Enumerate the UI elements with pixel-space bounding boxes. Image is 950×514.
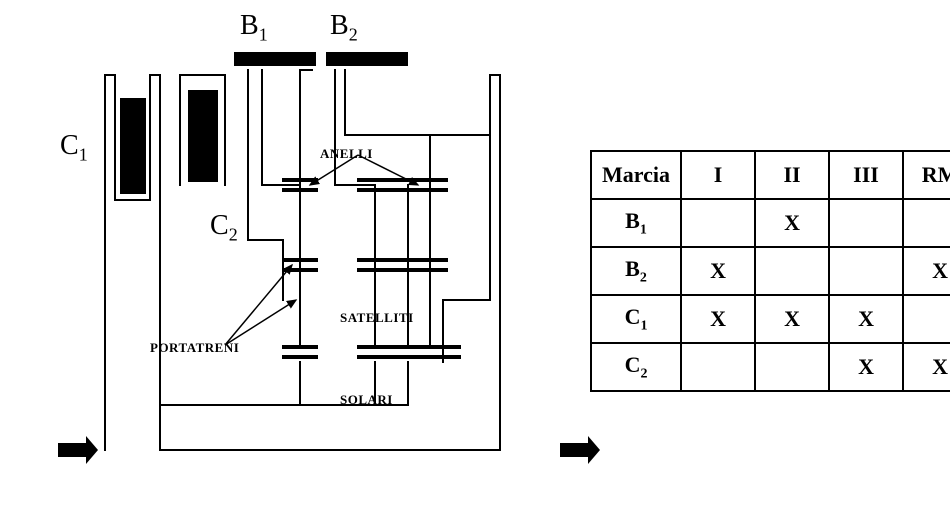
table-cell (755, 343, 829, 391)
label-anelli: ANELLI (320, 146, 373, 162)
row-label: C1 (591, 295, 681, 343)
table-row: B2XX (591, 247, 950, 295)
row-label: B1 (591, 199, 681, 247)
label-B2: B2 (330, 10, 358, 46)
label-satelliti: SATELLITI (340, 310, 414, 326)
col-RM: RM (903, 151, 950, 199)
table-cell (903, 199, 950, 247)
table-cell: X (829, 295, 903, 343)
stage: B1 B2 C1 C2 ANELLI SATELLITI SOLARI PORT… (0, 0, 950, 514)
label-portatreni: PORTATRENI (150, 340, 239, 356)
table-cell: X (681, 247, 755, 295)
table-cell: X (903, 343, 950, 391)
row-label: B2 (591, 247, 681, 295)
table-cell (681, 343, 755, 391)
label-C2: C2 (210, 210, 238, 246)
col-III: III (829, 151, 903, 199)
table-row: C2 XX (591, 343, 950, 391)
table-cell: X (755, 199, 829, 247)
col-marcia: Marcia (591, 151, 681, 199)
table-cell: X (681, 295, 755, 343)
table-cell (829, 199, 903, 247)
label-C1: C1 (60, 130, 88, 166)
gear-engagement-table: Marcia I II III RM B1XB2XXC1XXXC2XX (590, 150, 950, 392)
table-row: C1XXX (591, 295, 950, 343)
table-cell: X (829, 343, 903, 391)
col-I: I (681, 151, 755, 199)
table-cell (755, 247, 829, 295)
table-cell (681, 199, 755, 247)
table-header-row: Marcia I II III RM (591, 151, 950, 199)
table-cell (903, 295, 950, 343)
table-row: B1 X (591, 199, 950, 247)
label-B1: B1 (240, 10, 268, 46)
table-cell (829, 247, 903, 295)
table-cell: X (903, 247, 950, 295)
table-cell: X (755, 295, 829, 343)
label-solari: SOLARI (340, 392, 393, 408)
row-label: C2 (591, 343, 681, 391)
col-II: II (755, 151, 829, 199)
